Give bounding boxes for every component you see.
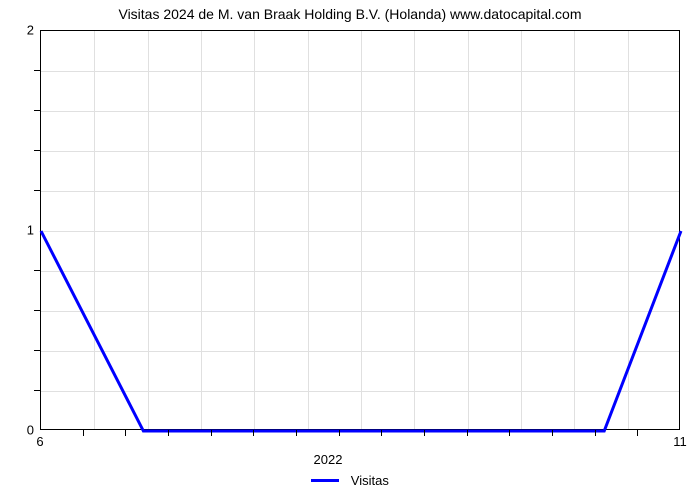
chart-title: Visitas 2024 de M. van Braak Holding B.V… xyxy=(0,6,700,22)
chart-container: Visitas 2024 de M. van Braak Holding B.V… xyxy=(0,0,700,500)
y-tick-2: 2 xyxy=(4,23,34,38)
y-tick-0: 0 xyxy=(4,423,34,438)
plot-area xyxy=(40,30,680,430)
x-tick-right: 11 xyxy=(673,434,687,449)
legend-label: Visitas xyxy=(351,473,389,488)
x-center-label: 2022 xyxy=(314,452,343,467)
x-tick-left: 6 xyxy=(36,434,43,449)
legend: Visitas xyxy=(0,472,700,488)
y-tick-1: 1 xyxy=(4,223,34,238)
series-line xyxy=(41,31,681,431)
legend-swatch xyxy=(311,479,339,482)
